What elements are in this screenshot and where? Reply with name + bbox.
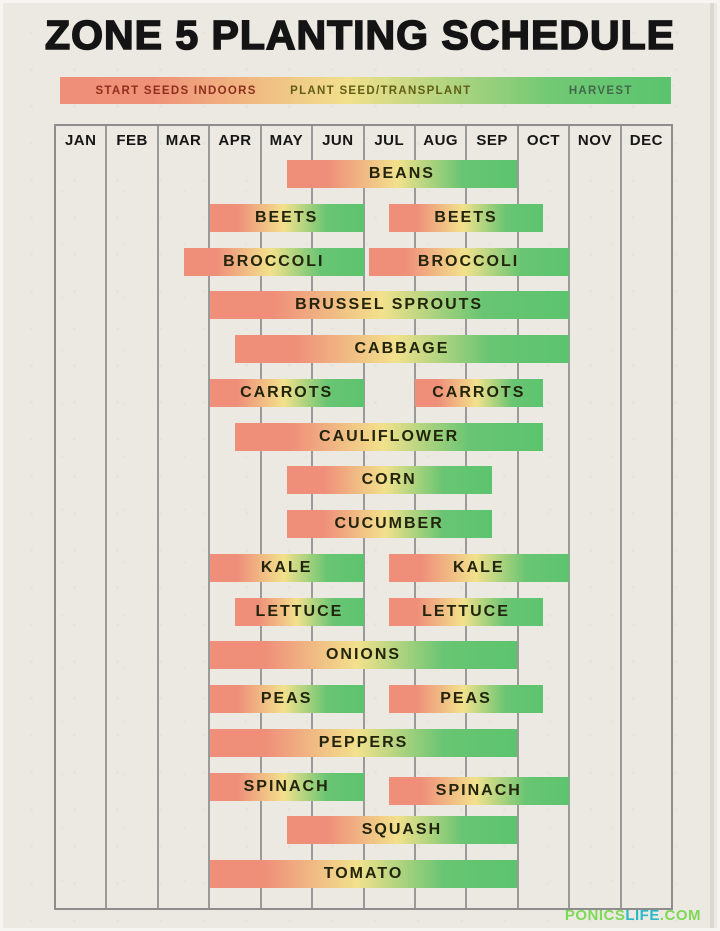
crop-bar-broccoli: BROCCOLI [184, 247, 364, 276]
legend-gradient-bar: START SEEDS INDOORS PLANT SEED/TRANSPLANT… [60, 77, 671, 104]
month-label: JAN [64, 132, 97, 149]
crop-bar-label: PEPPERS [318, 733, 409, 751]
crop-bar-label: TOMATO [323, 865, 404, 882]
crop-bar-label: BEANS [368, 165, 435, 182]
crop-bars-layer: BEANS BEETS BEETS BROCCOLI BROCCOLI BRUSSEL S… [56, 126, 671, 908]
crop-bar-label: CAULIFLOWER [319, 427, 460, 445]
crop-bar-label: ONIONS [325, 646, 402, 664]
month-label: FEB [116, 132, 148, 149]
crop-bar-label: SPINACH [243, 777, 330, 795]
crop-bar-label: CABBAGE [354, 340, 450, 357]
crop-bar-label: SQUASH [361, 821, 443, 839]
crop-bar-lettuce: LETTUCE [389, 597, 543, 626]
page-title: ZONE 5 PLANTING SCHEDULE [44, 11, 675, 59]
crop-bar-label: CARROTS [240, 383, 334, 401]
crop-bar-tomato: TOMATO [209, 860, 518, 888]
crop-bar-label: CORN [361, 471, 417, 489]
month-label: NOV [577, 132, 612, 149]
crop-bar-beans: BEANS [286, 160, 518, 188]
month-column-mar: MAR [159, 126, 211, 908]
month-label: APR [218, 132, 252, 149]
crop-bar-lettuce: LETTUCE [235, 597, 364, 626]
month-label: OCT [526, 132, 561, 149]
crop-bar-corn: CORN [286, 466, 492, 495]
crop-bar-label: BROCCOLI [223, 252, 325, 270]
crop-bar-label: KALE [260, 558, 313, 576]
month-label: DEC [629, 132, 663, 149]
legend-label: HARVEST [568, 84, 633, 97]
crop-bar-peas: PEAS [389, 685, 543, 713]
crop-bar-label: KALE [453, 558, 505, 576]
month-label: SEP [476, 132, 508, 149]
crop-bar-carrots: CARROTS [414, 378, 543, 407]
crop-bar-label: BROCCOLI [417, 252, 520, 270]
crop-bar-onions: ONIONS [209, 641, 518, 670]
month-column-feb: FEB [107, 126, 159, 908]
watermark: PONICSLIFE.COM [565, 907, 701, 924]
month-label: MAR [165, 132, 202, 149]
watermark-life: LIFE [625, 907, 660, 924]
month-column-nov: NOV [570, 126, 622, 908]
crop-bar-spinach: SPINACH [389, 776, 569, 805]
crop-bar-label: CUCUMBER [334, 515, 444, 532]
crop-bar-peppers: PEPPERS [209, 728, 518, 757]
crop-bar-label: LETTUCE [422, 602, 510, 620]
crop-bar-label: SPINACH [435, 781, 522, 799]
crop-bar-cabbage: CABBAGE [235, 335, 569, 363]
month-label: AUG [423, 132, 459, 149]
crop-bar-label: CARROTS [432, 383, 526, 401]
crop-bar-label: PEAS [260, 690, 313, 707]
crop-bar-spinach: SPINACH [209, 772, 364, 801]
month-column-apr: APR [210, 126, 262, 908]
crop-bar-peas: PEAS [209, 685, 364, 713]
crop-bar-kale: KALE [389, 553, 569, 582]
month-label: JUN [322, 132, 354, 149]
crop-bar-brussel-sprouts: BRUSSEL SPROUTS [209, 291, 569, 320]
watermark-com: .COM [659, 907, 701, 924]
watermark-ponics: PONICS [564, 907, 626, 924]
crop-bar-carrots: CARROTS [209, 378, 364, 407]
month-column-jan: JAN [56, 126, 108, 908]
legend-label: START SEEDS INDOORS [95, 84, 257, 97]
month-column-oct: OCT [519, 126, 571, 908]
crop-bar-cucumber: CUCUMBER [286, 510, 492, 538]
crop-bar-broccoli: BROCCOLI [368, 247, 569, 276]
crop-bar-label: BEETS [254, 208, 319, 226]
month-label: MAY [269, 132, 304, 149]
crop-bar-beets: BEETS [209, 203, 364, 232]
crop-bar-cauliflower: CAULIFLOWER [235, 422, 543, 451]
crop-bar-label: PEAS [440, 690, 492, 707]
calendar-grid: JAN FEB MAR APR MAY JUN JUL AUG SEP OCT NOV DEC BEA… [54, 124, 673, 910]
paper-edge-shade [710, 3, 714, 928]
legend-label: PLANT SEED/TRANSPLANT [290, 84, 472, 97]
crop-bar-squash: SQUASH [286, 816, 518, 845]
month-column-dec: DEC [622, 126, 671, 908]
crop-bar-kale: KALE [209, 553, 364, 582]
month-column-sep: SEP [467, 126, 519, 908]
crop-bar-beets: BEETS [389, 203, 543, 232]
crop-bar-label: LETTUCE [255, 602, 344, 620]
month-label: JUL [374, 132, 405, 149]
crop-bar-label: BRUSSEL SPROUTS [295, 296, 484, 314]
crop-bar-label: BEETS [434, 208, 498, 226]
